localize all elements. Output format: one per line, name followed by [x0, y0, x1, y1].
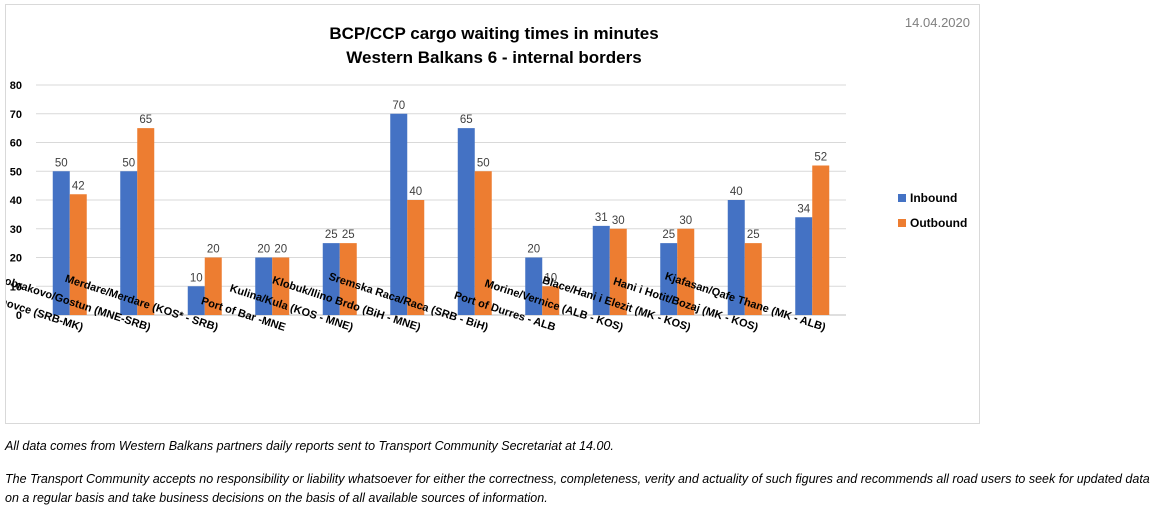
bar-outbound [272, 257, 290, 315]
gridlines [36, 84, 846, 316]
chart-title-line1: BCP/CCP cargo waiting times in minutes [329, 24, 658, 43]
disclaimer-note: The Transport Community accepts no respo… [5, 472, 1150, 505]
data-label: 20 [207, 244, 220, 256]
bar-inbound [592, 225, 610, 315]
bar-outbound [542, 286, 560, 315]
bar-outbound [474, 171, 492, 315]
data-label: 34 [797, 203, 810, 215]
data-label: 30 [612, 215, 625, 227]
bar-inbound [727, 200, 745, 315]
bar-outbound [744, 243, 762, 315]
y-tick-label: 20 [10, 253, 22, 265]
bar-outbound [812, 165, 830, 315]
legend-swatch-outbound [898, 219, 906, 227]
bar-outbound [204, 257, 222, 315]
data-label: 30 [679, 215, 692, 227]
y-tick-label: 50 [10, 166, 22, 178]
chart-container: BCP/CCP cargo waiting times in minutes W… [5, 4, 980, 424]
y-axis: 0 10 20 30 40 50 60 70 80 [10, 80, 22, 322]
data-label: 10 [190, 272, 203, 284]
data-label: 50 [122, 157, 135, 169]
data-label: 10 [544, 272, 557, 284]
data-label: 65 [460, 114, 473, 126]
data-label: 50 [55, 157, 68, 169]
bar-inbound [120, 171, 138, 315]
bar-inbound [52, 171, 70, 315]
y-tick-label: 10 [10, 281, 22, 293]
data-label: 50 [477, 157, 490, 169]
data-label: 20 [527, 244, 540, 256]
data-source-note: All data comes from Western Balkans part… [5, 439, 614, 453]
bar-inbound [660, 243, 678, 315]
data-label: 25 [342, 229, 355, 241]
bar-inbound [390, 113, 408, 315]
data-label: 40 [730, 186, 743, 198]
bar-outbound [677, 228, 695, 315]
data-label: 25 [747, 229, 760, 241]
y-tick-label: 60 [10, 138, 22, 150]
bar-outbound [137, 128, 155, 315]
data-labels: 50 42 50 65 10 20 20 20 25 25 70 40 65 50 20 10 31 30 25 30… [55, 100, 827, 285]
data-label: 25 [662, 229, 675, 241]
bar-chart: BCP/CCP cargo waiting times in minutes W… [6, 15, 970, 334]
legend-swatch-inbound [898, 194, 906, 202]
data-label: 20 [274, 244, 287, 256]
chart-date: 14.04.2020 [905, 15, 970, 30]
bar-outbound [69, 194, 87, 315]
bar-inbound [255, 257, 273, 315]
bars [52, 113, 830, 315]
data-label: 70 [392, 100, 405, 112]
bar-inbound [795, 217, 813, 315]
data-label: 52 [814, 152, 827, 164]
legend: Inbound Outbound [898, 191, 967, 230]
data-label: 42 [72, 180, 85, 192]
y-tick-label: 40 [10, 195, 22, 207]
y-tick-label: 30 [10, 224, 22, 236]
bar-inbound [187, 286, 205, 315]
bar-outbound [339, 243, 357, 315]
y-tick-label: 0 [16, 310, 22, 322]
legend-label-inbound: Inbound [910, 191, 957, 205]
y-tick-label: 70 [10, 109, 22, 121]
bar-inbound [525, 257, 543, 315]
bar-outbound [407, 200, 425, 315]
bar-outbound [609, 228, 627, 315]
chart-title-line2: Western Balkans 6 - internal borders [346, 48, 641, 67]
legend-label-outbound: Outbound [910, 216, 967, 230]
y-tick-label: 80 [10, 80, 22, 92]
data-label: 65 [139, 114, 152, 126]
data-label: 20 [257, 244, 270, 256]
data-label: 25 [325, 229, 338, 241]
data-label: 31 [595, 212, 608, 224]
data-label: 40 [409, 186, 422, 198]
bar-inbound [322, 243, 340, 315]
bar-inbound [457, 128, 475, 315]
